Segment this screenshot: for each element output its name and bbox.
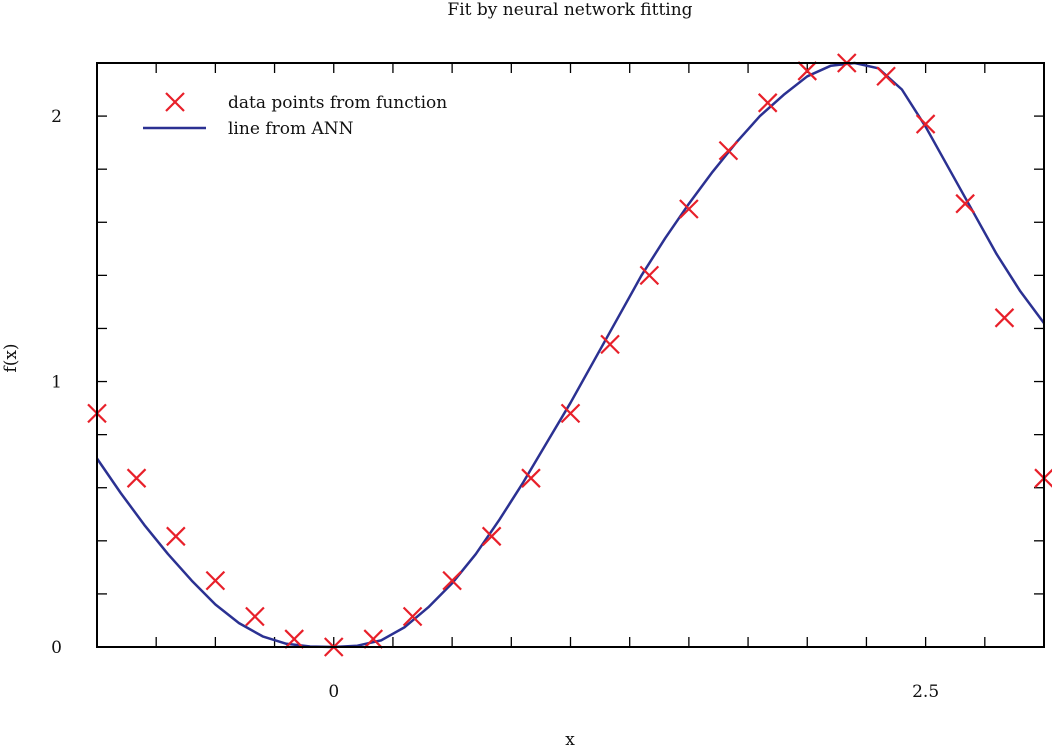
x-axis-label: x (565, 730, 575, 745)
plot-frame (96, 62, 1045, 648)
data-point-marker (402, 606, 423, 627)
data-point-marker (284, 629, 304, 649)
legend: data points from function line from ANN (143, 92, 447, 139)
data-point-marker (126, 468, 147, 488)
chart-title: Fit by neural network fitting (447, 0, 692, 20)
y-tick-label: 2 (51, 107, 62, 127)
data-point-marker (363, 629, 384, 649)
data-point-marker (797, 61, 818, 81)
data-point-marker (915, 114, 936, 134)
data-point-marker (521, 468, 541, 488)
legend-label-ann-line: line from ANN (228, 119, 354, 139)
data-point-marker (245, 606, 265, 627)
series-layer (87, 53, 1052, 657)
data-point-marker (166, 526, 186, 547)
legend-marker-swatch (165, 92, 185, 112)
data-point-marker (876, 66, 896, 87)
ann-fit-line (95, 61, 1046, 649)
legend-label-data-points: data points from function (228, 93, 447, 113)
data-point-marker (205, 570, 226, 591)
x-tick-label: 0 (328, 682, 339, 702)
ticks-layer (96, 62, 1045, 648)
data-point-marker (639, 265, 660, 286)
data-point-marker (757, 93, 778, 113)
x-tick-label: 2.5 (912, 682, 939, 702)
data-point-marker (481, 526, 502, 547)
data-point-marker (994, 308, 1015, 328)
data-point-marker (718, 140, 739, 161)
data-point-marker (955, 193, 975, 214)
data-point-marker (679, 199, 699, 219)
y-tick-label: 1 (51, 373, 62, 393)
y-axis-label: f(x) (1, 343, 21, 372)
data-point-marker (560, 403, 581, 424)
legend-x-marker (165, 92, 185, 112)
data-point-marker (600, 334, 620, 355)
y-tick-label: 0 (51, 638, 62, 658)
tick-labels-layer: 0 2.5 0 1 2 (51, 107, 939, 702)
data-point-marker (442, 570, 462, 591)
